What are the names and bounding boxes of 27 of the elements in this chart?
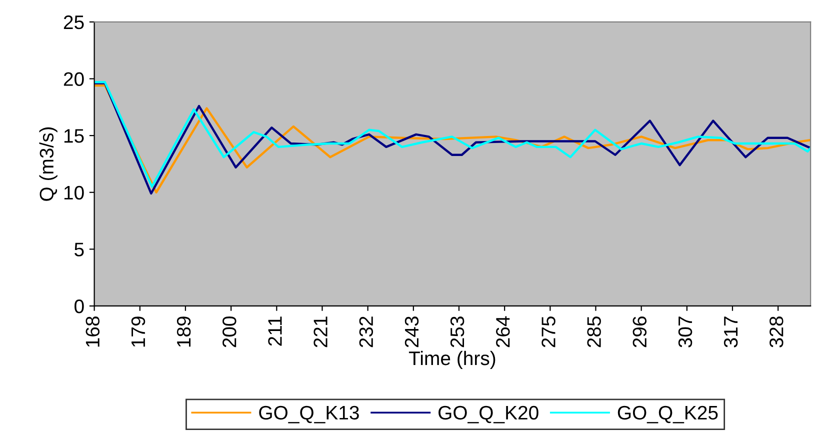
- y-tick-label: 0: [74, 299, 84, 314]
- y-tick-label: 10: [64, 186, 84, 200]
- x-tick-label: 275: [542, 316, 556, 348]
- legend-label: GO_Q_K25: [618, 406, 718, 424]
- x-tick-label: 200: [222, 316, 236, 348]
- y-tick-label: 25: [64, 15, 84, 30]
- y-tick-label: 20: [64, 72, 84, 86]
- x-tick-label: 168: [86, 316, 100, 347]
- x-tick-label: 189: [176, 316, 191, 347]
- x-tick-label: 253: [450, 316, 464, 348]
- x-tick-label: 179: [131, 316, 146, 347]
- x-axis-title: Time (hrs): [408, 350, 496, 370]
- legend-label: GO_Q_K13: [259, 406, 359, 424]
- x-tick-label: 296: [632, 316, 647, 348]
- y-axis-title: Q (m3/s): [39, 127, 58, 201]
- x-tick-label: 285: [587, 316, 601, 348]
- x-tick-label: 211: [268, 316, 282, 346]
- x-tick-label: 328: [770, 316, 784, 348]
- x-tick-label: 317: [724, 316, 738, 348]
- x-tick-label: 307: [678, 316, 692, 348]
- y-tick-label: 5: [74, 242, 84, 256]
- x-tick-label: 221: [314, 316, 328, 348]
- x-tick-label: 264: [496, 316, 510, 348]
- legend-label: GO_Q_K20: [438, 406, 538, 424]
- x-tick-label: 243: [404, 316, 419, 348]
- x-tick-label: 232: [359, 316, 374, 348]
- y-tick-label: 15: [64, 129, 84, 143]
